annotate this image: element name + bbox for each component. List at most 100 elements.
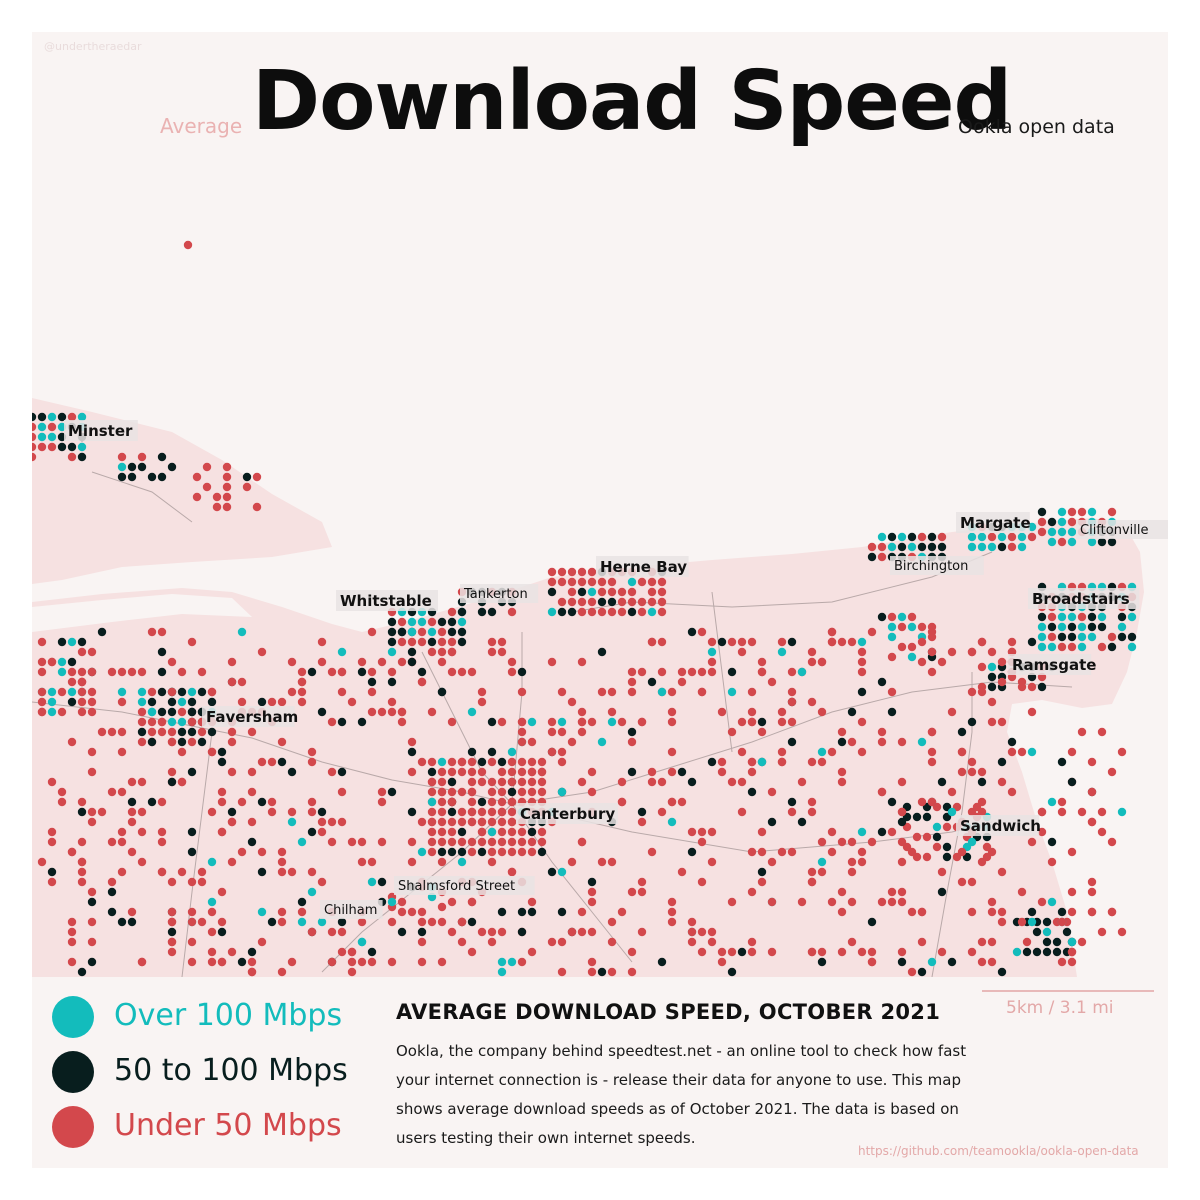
speed-dot [727,777,737,787]
speed-dot [447,627,457,637]
speed-dot [487,827,497,837]
speed-dot [477,757,487,767]
speed-dot [187,957,197,967]
speed-dot [37,432,47,442]
legend-item-50-100: 50 to 100 Mbps [52,1049,392,1093]
speed-dot [1067,847,1077,857]
speed-dot [647,767,657,777]
speed-dot [137,727,147,737]
speed-dot [647,677,657,687]
place-name: Herne Bay [600,558,687,576]
speed-dot [847,857,857,867]
speed-dot [517,727,527,737]
speed-dot [477,807,487,817]
speed-dot [1077,622,1087,632]
speed-dot [437,777,447,787]
speed-dot [397,707,407,717]
speed-dot [887,632,897,642]
speed-dot [157,867,167,877]
speed-dot [447,837,457,847]
speed-dot [467,747,477,757]
speed-dot [1007,532,1017,542]
speed-dot [337,817,347,827]
speed-dot [497,967,507,977]
speed-dot [557,567,567,577]
speed-dot [67,847,77,857]
speed-dot [747,787,757,797]
speed-dot [687,827,697,837]
title-prefix: Average [160,114,243,138]
speed-dot [467,797,477,807]
speed-dot [747,887,757,897]
speed-dot [357,957,367,967]
source-link[interactable]: https://github.com/teamookla/ookla-open-… [858,1144,1139,1158]
legend-label-50-100: 50 to 100 Mbps [114,1053,348,1088]
speed-dot [507,837,517,847]
place-name: Shalmsford Street [398,879,515,894]
speed-dot [857,637,867,647]
speed-dot [607,707,617,717]
speed-dot [857,827,867,837]
speed-dot [257,867,267,877]
speed-dot [437,617,447,627]
speed-dot [57,637,67,647]
speed-dot [237,797,247,807]
speed-dot [897,807,907,817]
speed-dot [997,657,1007,667]
speed-dot [987,907,997,917]
speed-dot [967,717,977,727]
speed-dot [37,637,47,647]
speed-dot [1027,707,1037,717]
speed-dot [567,567,577,577]
speed-dot [307,887,317,897]
speed-dot [157,627,167,637]
speed-dot [317,707,327,717]
speed-dot [387,957,397,967]
speed-dot [397,897,407,907]
speed-dot [637,607,647,617]
speed-dot [147,737,157,747]
speed-dot [667,767,677,777]
speed-dot [967,647,977,657]
speed-dot [1067,747,1077,757]
place-label-background [460,584,539,603]
speed-dot [857,717,867,727]
speed-dot [137,827,147,837]
speed-dot [57,787,67,797]
speed-dot [922,832,932,842]
speed-dot [497,927,507,937]
speed-dot [517,927,527,937]
speed-dot [887,897,897,907]
speed-dot [117,452,127,462]
speed-dot [247,957,257,967]
speed-dot [227,807,237,817]
speed-dot [667,687,677,697]
place-label-background [1076,520,1168,539]
speed-dot [527,767,537,777]
speed-dot [877,727,887,737]
speed-dot [527,837,537,847]
speed-dot [457,847,467,857]
speed-dot [707,637,717,647]
speed-dot [447,647,457,657]
speed-dot [1127,612,1137,622]
speed-dot [867,947,877,957]
speed-dot [697,627,707,637]
description-title: AVERAGE DOWNLOAD SPEED, OCTOBER 2021 [396,1000,941,1024]
speed-dot [437,767,447,777]
speed-dot [67,412,77,422]
speed-dot [387,787,397,797]
speed-dot [1007,747,1017,757]
speed-dot [437,807,447,817]
speed-dot [247,837,257,847]
speed-dot [207,957,217,967]
speed-dot [667,707,677,717]
speed-dot [387,617,397,627]
speed-dot [212,492,222,502]
speed-dot [47,707,57,717]
speed-dot [297,907,307,917]
legend-label-under-50: Under 50 Mbps [114,1108,342,1143]
speed-dot [647,607,657,617]
speed-dot [597,857,607,867]
speed-dot [807,947,817,957]
